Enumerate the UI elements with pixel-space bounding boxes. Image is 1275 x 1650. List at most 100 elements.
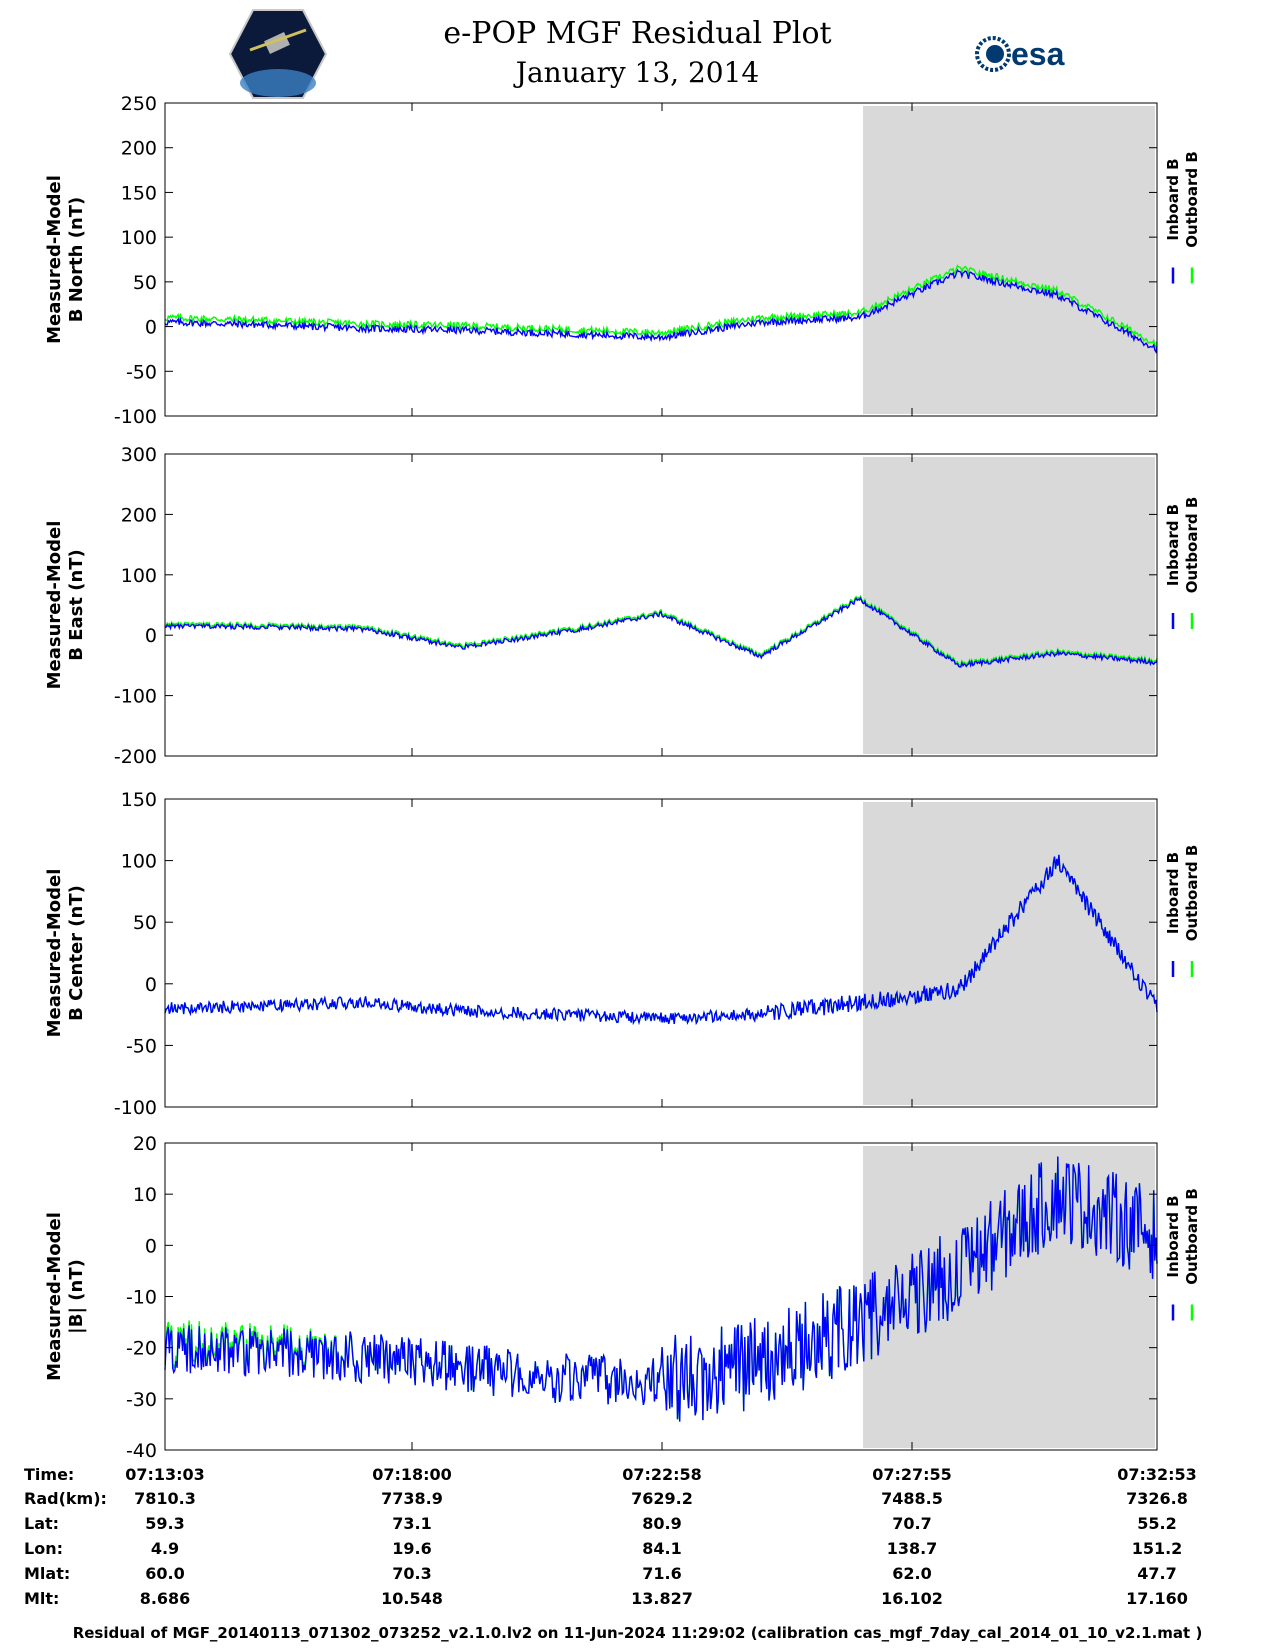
orbit-stats-table: Time: 07:13:03 07:18:00 07:22:58 07:27:55 07:… bbox=[0, 1465, 1275, 1625]
stat-value: 84.1 bbox=[642, 1539, 682, 1558]
y-tick-label: 0 bbox=[145, 317, 157, 339]
stat-value: 07:32:53 bbox=[1117, 1465, 1197, 1484]
y-tick-label: -100 bbox=[114, 686, 157, 708]
stat-value: 80.9 bbox=[642, 1514, 682, 1533]
series-line-outboard-b bbox=[164, 264, 1158, 350]
stat-value: 19.6 bbox=[392, 1539, 432, 1558]
stat-value: 07:22:58 bbox=[622, 1465, 702, 1484]
y-axis-label: Measured-Model bbox=[44, 1212, 65, 1381]
y-tick-label: 50 bbox=[133, 272, 157, 294]
stat-value: 7738.9 bbox=[381, 1489, 443, 1508]
stat-value: 151.2 bbox=[1131, 1539, 1183, 1558]
y-axis-label: B East (nT) bbox=[66, 549, 87, 661]
stat-value: 07:27:55 bbox=[872, 1465, 952, 1484]
y-tick-label: -20 bbox=[126, 1338, 157, 1360]
y-axis-label: Measured-Model bbox=[44, 521, 65, 690]
stat-value: 16.102 bbox=[881, 1589, 943, 1608]
y-tick-label: 50 bbox=[133, 912, 157, 934]
y-tick-label: -100 bbox=[114, 406, 157, 428]
chart-title: e-POP MGF Residual Plot bbox=[443, 16, 832, 51]
y-tick-label: 10 bbox=[133, 1184, 157, 1206]
esa-logo-text: esa bbox=[1011, 36, 1065, 72]
stat-value: 55.2 bbox=[1137, 1514, 1177, 1533]
stat-value: 138.7 bbox=[886, 1539, 938, 1558]
stat-value: 17.160 bbox=[1126, 1589, 1188, 1608]
shaded-region bbox=[863, 1146, 1155, 1448]
panel-3: -100 -50 0 50 100 150 Measured-Model B Center (… bbox=[44, 789, 1201, 1119]
stat-value: 73.1 bbox=[392, 1514, 432, 1533]
axes-frame bbox=[164, 102, 1158, 417]
axes-frame bbox=[164, 453, 1158, 757]
stat-value: 10.548 bbox=[381, 1589, 443, 1608]
stat-value: 7326.8 bbox=[1126, 1489, 1188, 1508]
stat-value: 13.827 bbox=[631, 1589, 693, 1608]
y-tick-label: 100 bbox=[121, 227, 157, 249]
y-axis-label: B Center (nT) bbox=[66, 885, 87, 1021]
esa-logo: esa bbox=[975, 36, 1065, 72]
y-tick-label: 100 bbox=[121, 851, 157, 873]
legend-label: Inboard B bbox=[1164, 158, 1182, 240]
y-axis-label: Measured-Model bbox=[44, 869, 65, 1038]
stat-label: Mlt: bbox=[24, 1589, 60, 1608]
stat-value: 70.7 bbox=[892, 1514, 932, 1533]
shaded-region bbox=[863, 802, 1155, 1105]
stat-label: Rad(km): bbox=[24, 1489, 107, 1508]
stat-value: 60.0 bbox=[145, 1564, 185, 1583]
y-tick-label: 0 bbox=[145, 1235, 157, 1257]
legend-label: Inboard B bbox=[1164, 504, 1182, 586]
chart-subtitle: January 13, 2014 bbox=[515, 56, 760, 89]
footer-caption: Residual of MGF_20140113_071302_073252_v… bbox=[72, 1624, 1203, 1642]
y-tick-label: -10 bbox=[126, 1287, 157, 1309]
shaded-region bbox=[863, 106, 1155, 414]
y-tick-label: 300 bbox=[121, 444, 157, 466]
stat-label: Mlat: bbox=[24, 1564, 71, 1583]
stat-value: 07:13:03 bbox=[125, 1465, 205, 1484]
y-tick-label: -50 bbox=[126, 1035, 157, 1057]
cassiope-logo bbox=[228, 9, 328, 99]
y-tick-label: -200 bbox=[114, 746, 157, 768]
y-tick-label: 150 bbox=[121, 789, 157, 811]
stat-value: 59.3 bbox=[145, 1514, 185, 1533]
axes-frame bbox=[164, 798, 1158, 1108]
stat-value: 8.686 bbox=[139, 1589, 191, 1608]
legend-label: Outboard B bbox=[1183, 497, 1201, 594]
series-line-inboard-b bbox=[164, 854, 1158, 1026]
legend-label: Inboard B bbox=[1164, 1195, 1182, 1277]
y-tick-label: 0 bbox=[145, 974, 157, 996]
legend-label: Outboard B bbox=[1183, 1188, 1201, 1285]
stat-value: 4.9 bbox=[150, 1539, 180, 1558]
shaded-region bbox=[863, 457, 1155, 754]
y-tick-label: -30 bbox=[126, 1389, 157, 1411]
stat-value: 62.0 bbox=[892, 1564, 932, 1583]
y-tick-label: -100 bbox=[114, 1097, 157, 1119]
y-tick-label: 20 bbox=[133, 1133, 157, 1155]
stat-value: 7810.3 bbox=[134, 1489, 196, 1508]
y-tick-label: 0 bbox=[145, 625, 157, 647]
stat-value: 7629.2 bbox=[631, 1489, 693, 1508]
legend-label: Outboard B bbox=[1183, 845, 1201, 942]
stat-value: 07:18:00 bbox=[372, 1465, 452, 1484]
series-line-outboard-b bbox=[164, 594, 1158, 667]
stat-label: Lon: bbox=[24, 1539, 63, 1558]
stat-value: 47.7 bbox=[1137, 1564, 1177, 1583]
series-line-inboard-b bbox=[164, 268, 1158, 354]
y-axis-label: Measured-Model bbox=[44, 175, 65, 344]
legend-label: Inboard B bbox=[1164, 852, 1182, 934]
y-axis-label: B North (nT) bbox=[66, 197, 87, 323]
stat-value: 70.3 bbox=[392, 1564, 432, 1583]
panel-4: -40 -30 -20 -10 0 10 20 Measured-Model |B| (nT) I… bbox=[44, 1133, 1201, 1460]
y-tick-label: 100 bbox=[121, 565, 157, 587]
stat-label: Time: bbox=[24, 1465, 75, 1484]
panel-1: -100 -50 0 50 100 150 200 250 Measured-Model B No… bbox=[44, 93, 1201, 428]
y-tick-label: 250 bbox=[121, 93, 157, 115]
y-tick-label: -40 bbox=[126, 1440, 157, 1460]
y-axis-label: |B| (nT) bbox=[66, 1259, 87, 1334]
y-tick-label: 150 bbox=[121, 182, 157, 204]
stat-value: 71.6 bbox=[642, 1564, 682, 1583]
series-line-inboard-b bbox=[164, 1156, 1158, 1422]
panel-2: -200 -100 0 100 200 300 Measured-Model B East (… bbox=[44, 444, 1201, 768]
legend-label: Outboard B bbox=[1183, 151, 1201, 248]
y-tick-label: -50 bbox=[126, 361, 157, 383]
series-line-inboard-b bbox=[164, 596, 1158, 668]
